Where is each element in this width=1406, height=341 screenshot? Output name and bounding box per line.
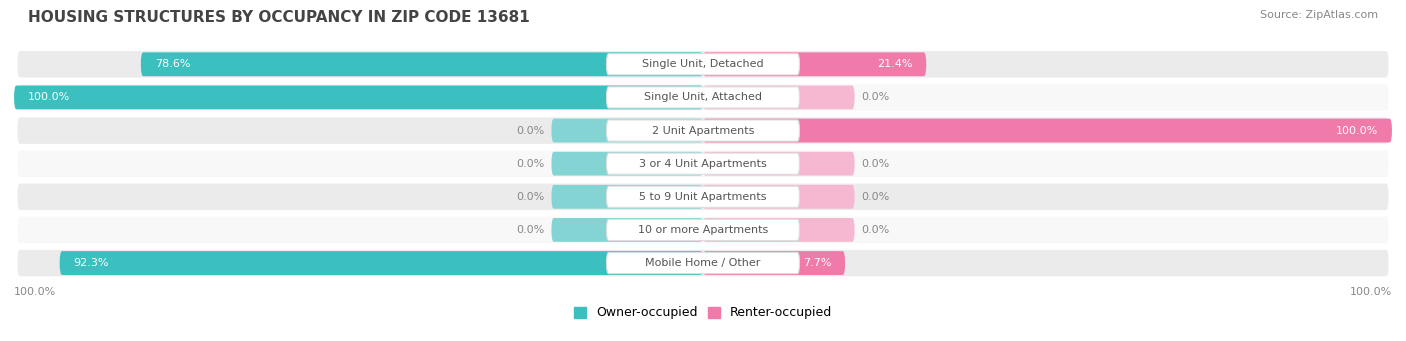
FancyBboxPatch shape [606,120,800,141]
FancyBboxPatch shape [606,186,800,207]
Text: Single Unit, Attached: Single Unit, Attached [644,92,762,102]
FancyBboxPatch shape [14,86,703,109]
Text: 100.0%: 100.0% [28,92,70,102]
Text: 0.0%: 0.0% [516,125,544,136]
FancyBboxPatch shape [17,51,1389,77]
FancyBboxPatch shape [703,86,855,109]
Text: 10 or more Apartments: 10 or more Apartments [638,225,768,235]
FancyBboxPatch shape [703,251,845,275]
FancyBboxPatch shape [551,152,703,176]
FancyBboxPatch shape [703,185,855,209]
Legend: Owner-occupied, Renter-occupied: Owner-occupied, Renter-occupied [568,301,838,324]
FancyBboxPatch shape [606,219,800,240]
Text: 0.0%: 0.0% [862,192,890,202]
Text: 100.0%: 100.0% [1350,287,1392,297]
FancyBboxPatch shape [703,152,855,176]
Text: Source: ZipAtlas.com: Source: ZipAtlas.com [1260,10,1378,20]
Text: 5 to 9 Unit Apartments: 5 to 9 Unit Apartments [640,192,766,202]
FancyBboxPatch shape [703,119,1392,143]
Text: 92.3%: 92.3% [73,258,108,268]
FancyBboxPatch shape [17,217,1389,243]
FancyBboxPatch shape [551,119,703,143]
FancyBboxPatch shape [606,87,800,108]
FancyBboxPatch shape [606,153,800,174]
Text: 78.6%: 78.6% [155,59,190,69]
Text: 21.4%: 21.4% [877,59,912,69]
FancyBboxPatch shape [606,252,800,274]
FancyBboxPatch shape [703,218,855,242]
Text: 3 or 4 Unit Apartments: 3 or 4 Unit Apartments [640,159,766,169]
FancyBboxPatch shape [606,54,800,75]
FancyBboxPatch shape [17,183,1389,210]
FancyBboxPatch shape [17,250,1389,276]
Text: 0.0%: 0.0% [862,92,890,102]
Text: 0.0%: 0.0% [516,225,544,235]
FancyBboxPatch shape [17,84,1389,111]
FancyBboxPatch shape [17,150,1389,177]
Text: 0.0%: 0.0% [516,159,544,169]
FancyBboxPatch shape [551,185,703,209]
Text: 0.0%: 0.0% [862,159,890,169]
Text: 7.7%: 7.7% [803,258,831,268]
Text: Single Unit, Detached: Single Unit, Detached [643,59,763,69]
Text: 2 Unit Apartments: 2 Unit Apartments [652,125,754,136]
Text: 100.0%: 100.0% [14,287,56,297]
Text: 0.0%: 0.0% [862,225,890,235]
FancyBboxPatch shape [141,53,703,76]
FancyBboxPatch shape [551,218,703,242]
FancyBboxPatch shape [703,53,927,76]
Text: HOUSING STRUCTURES BY OCCUPANCY IN ZIP CODE 13681: HOUSING STRUCTURES BY OCCUPANCY IN ZIP C… [28,10,530,25]
FancyBboxPatch shape [17,117,1389,144]
Text: 0.0%: 0.0% [516,192,544,202]
FancyBboxPatch shape [59,251,703,275]
Text: Mobile Home / Other: Mobile Home / Other [645,258,761,268]
Text: 100.0%: 100.0% [1336,125,1378,136]
